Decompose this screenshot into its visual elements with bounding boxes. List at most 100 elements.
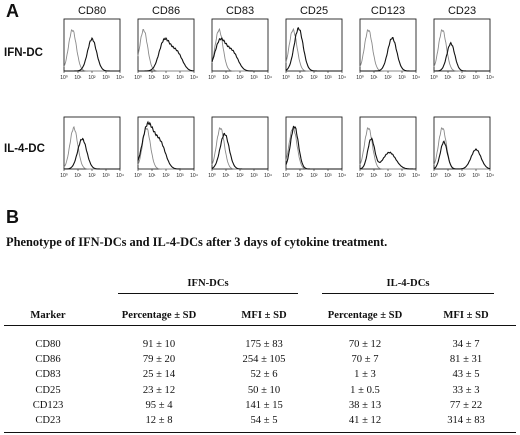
x-tick-label: 10⁰ (430, 173, 438, 179)
table-cell-ifn-mfi: 50 ± 10 (247, 384, 281, 396)
x-tick-label: 10⁰ (208, 75, 216, 81)
table-cell-marker: CD86 (35, 354, 61, 366)
panel-b-letter: B (6, 207, 19, 227)
x-tick-label: 10⁰ (60, 173, 68, 179)
table-cell-il4-percentage: 1 ± 0.5 (350, 384, 380, 396)
x-tick-label: 10⁴ (264, 173, 272, 179)
histogram-frame (359, 18, 417, 72)
x-tick-label: 10³ (472, 75, 480, 81)
col-header-marker: Marker (30, 310, 66, 321)
table-cell-il4-mfi: 33 ± 3 (452, 384, 480, 396)
x-tick-label: 10¹ (370, 75, 378, 81)
group-rule-il4-dcs (322, 293, 494, 294)
x-tick-label: 10³ (102, 173, 110, 179)
x-tick-label: 10⁰ (282, 173, 290, 179)
x-tick-label: 10¹ (296, 75, 304, 81)
x-tick-label: 10⁰ (356, 173, 364, 179)
panel-a-letter: A (6, 1, 19, 21)
x-tick-label: 10⁴ (338, 75, 346, 81)
table-cell-ifn-percentage: 12 ± 8 (145, 415, 173, 426)
x-tick-label: 10³ (472, 173, 480, 179)
x-tick-label: 10¹ (222, 173, 230, 179)
histogram-frame (433, 18, 491, 72)
x-tick-label: 10⁰ (282, 75, 290, 81)
table-cell-il4-mfi: 77 ± 22 (449, 399, 483, 411)
marker-stain-curve (137, 120, 194, 170)
table-cell-ifn-mfi: 54 ± 5 (250, 415, 278, 426)
group-rule-ifn-dcs (118, 293, 298, 294)
x-tick-label: 10² (162, 173, 170, 179)
table-cell-ifn-mfi: 141 ± 15 (245, 399, 283, 411)
table-cell-il4-percentage: 38 ± 13 (348, 399, 382, 411)
histogram-frame (211, 116, 269, 170)
header-rule (4, 325, 516, 326)
x-tick-label: 10¹ (148, 173, 156, 179)
x-tick-label: 10¹ (444, 173, 452, 179)
x-tick-label: 10³ (398, 75, 406, 81)
x-tick-label: 10² (458, 75, 466, 81)
bottom-rule (4, 432, 516, 433)
table-cell-il4-percentage: 1 ± 3 (354, 369, 376, 381)
isotype-control-curve (137, 127, 194, 170)
x-tick-label: 10¹ (74, 75, 82, 81)
isotype-control-curve (285, 27, 342, 72)
row-label-il4-dc: IL-4-DC (4, 143, 45, 155)
group-header-il4-dcs: IL-4-DCs (386, 278, 430, 289)
table-cell-il4-percentage: 70 ± 7 (351, 354, 379, 366)
marker-stain-curve (64, 36, 120, 72)
x-tick-label: 10⁴ (412, 173, 420, 179)
x-tick-label: 10³ (102, 75, 110, 81)
table-cell-ifn-mfi: 254 ± 105 (242, 354, 286, 366)
x-tick-label: 10³ (176, 75, 184, 81)
x-tick-label: 10¹ (444, 75, 452, 81)
x-tick-label: 10¹ (74, 173, 82, 179)
marker-stain-curve (433, 140, 491, 170)
histogram-frame (137, 18, 195, 72)
flow-cytometry-histograms: 10⁰ 10¹ 10² 10³ 10⁴ 10⁰ 10¹ 10² 10³ 10⁴ 10⁰ 10¹ 10² 1… (60, 18, 494, 179)
x-tick-label: 10⁴ (264, 75, 272, 81)
x-tick-label: 10³ (250, 173, 258, 179)
histogram-frame (137, 116, 195, 170)
table-caption: Phenotype of IFN-DCs and IL-4-DCs after … (6, 235, 388, 249)
marker-label-cd83: CD83 (225, 5, 255, 17)
table-cell-marker: CD80 (35, 339, 61, 350)
x-tick-label: 10⁰ (356, 75, 364, 81)
marker-stain-curve (64, 137, 120, 170)
marker-stain-curve (138, 36, 195, 72)
row-label-ifn-dc: IFN-DC (4, 47, 43, 59)
table-cell-marker: CD25 (35, 384, 61, 396)
isotype-control-curve (433, 127, 490, 170)
x-tick-label: 10² (310, 75, 318, 81)
group-header-ifn-dcs: IFN-DCs (187, 278, 229, 289)
histogram-frame (63, 116, 121, 170)
x-tick-label: 10² (384, 173, 392, 179)
table-cell-marker: CD83 (35, 369, 61, 381)
marker-stain-curve (433, 41, 490, 72)
histogram-frame (285, 116, 343, 170)
x-tick-label: 10² (88, 173, 96, 179)
histogram-frame (433, 116, 491, 170)
x-tick-label: 10² (236, 173, 244, 179)
x-tick-label: 10⁴ (116, 173, 124, 179)
marker-label-cd80: CD80 (77, 5, 107, 17)
x-tick-label: 10⁴ (190, 173, 198, 179)
x-tick-label: 10¹ (148, 75, 156, 81)
x-tick-label: 10⁴ (486, 173, 494, 179)
x-tick-label: 10² (458, 173, 466, 179)
x-tick-label: 10³ (176, 173, 184, 179)
x-tick-label: 10⁰ (208, 173, 216, 179)
x-tick-label: 10³ (250, 75, 258, 81)
isotype-control-curve (63, 125, 120, 170)
histogram-frame (63, 18, 121, 72)
x-tick-label: 10¹ (296, 173, 304, 179)
marker-stain-curve (211, 132, 268, 170)
x-tick-label: 10³ (398, 173, 406, 179)
table-cell-il4-mfi: 43 ± 5 (452, 369, 480, 381)
table-cell-il4-mfi: 34 ± 7 (452, 339, 480, 350)
marker-stain-curve (211, 37, 268, 72)
table-cell-ifn-percentage: 23 ± 12 (142, 384, 176, 396)
table-cell-il4-mfi: 81 ± 31 (449, 354, 483, 366)
table-cell-ifn-percentage: 79 ± 20 (142, 354, 176, 366)
col-header-ifn-mfi: MFI ± SD (241, 310, 287, 321)
isotype-control-curve (433, 29, 490, 72)
